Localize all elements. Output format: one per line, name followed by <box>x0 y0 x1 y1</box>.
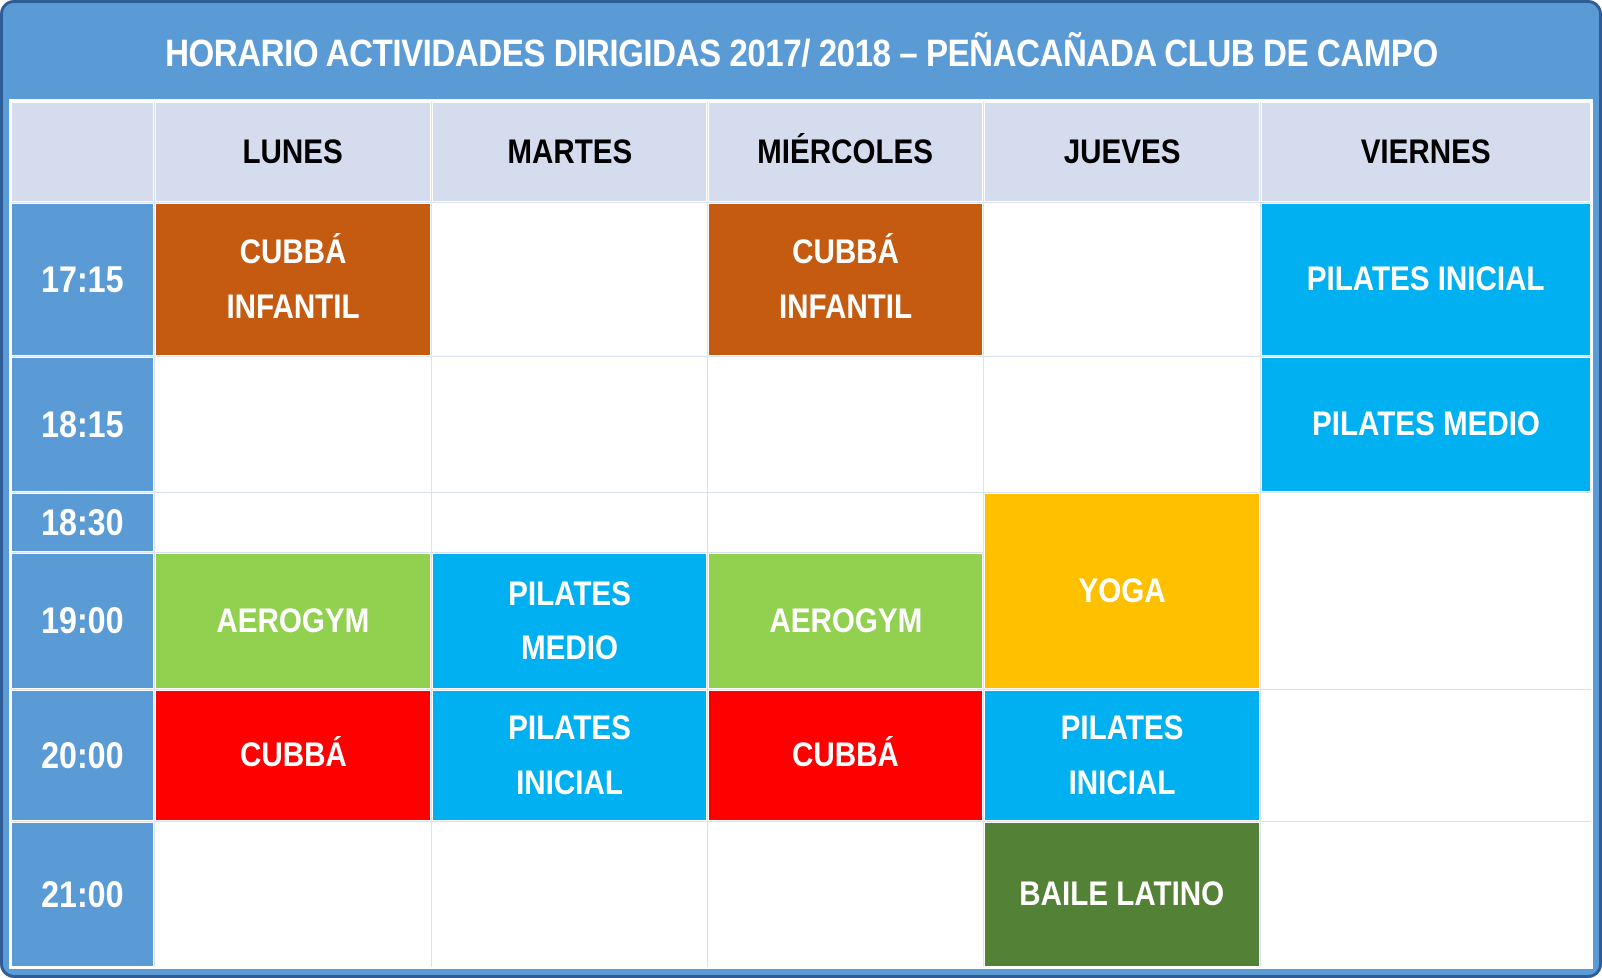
time-label: 18:15 <box>41 403 124 445</box>
activity-pilates-medio-martes: PILATES MEDIO <box>432 553 707 689</box>
empty-cell <box>984 203 1260 356</box>
time-label: 20:00 <box>41 734 124 776</box>
activity-label: PILATES INICIAL <box>1060 709 1184 802</box>
activity-aerogym-miercoles: AEROGYM <box>708 553 983 689</box>
activity-label: BAILE LATINO <box>1019 875 1225 914</box>
empty-cell <box>432 493 707 552</box>
page-title: HORARIO ACTIVIDADES DIRIGIDAS 2017/ 2018… <box>164 32 1438 75</box>
header-lunes: LUNES <box>155 102 431 202</box>
empty-cell <box>708 493 983 552</box>
activity-pilates-inicial-viernes: PILATES INICIAL <box>1261 203 1591 356</box>
activity-label: CUBBÁ <box>792 736 899 775</box>
activity-label: AEROGYM <box>769 601 922 640</box>
activity-cubba-lunes: CUBBÁ <box>155 690 431 821</box>
time-1715: 17:15 <box>11 203 154 356</box>
empty-cell <box>1261 822 1591 967</box>
time-2100: 21:00 <box>11 822 154 967</box>
day-label: LUNES <box>242 132 344 171</box>
empty-cell <box>432 357 707 492</box>
activity-yoga-jueves: YOGA <box>984 493 1260 689</box>
time-1830: 18:30 <box>11 493 154 552</box>
day-label: VIERNES <box>1361 132 1491 171</box>
header-martes: MARTES <box>432 102 707 202</box>
activity-label: PILATES MEDIO <box>508 574 631 667</box>
activity-cubba-infantil-lunes: CUBBÁ INFANTIL <box>155 203 431 356</box>
empty-cell <box>984 357 1260 492</box>
activity-pilates-inicial-jueves: PILATES INICIAL <box>984 690 1260 821</box>
time-1815: 18:15 <box>11 357 154 492</box>
activity-label: PILATES INICIAL <box>508 709 631 802</box>
empty-cell <box>155 357 431 492</box>
time-label: 18:30 <box>41 501 124 543</box>
empty-cell <box>432 822 707 967</box>
activity-pilates-medio-viernes: PILATES MEDIO <box>1261 357 1591 492</box>
title-band: HORARIO ACTIVIDADES DIRIGIDAS 2017/ 2018… <box>9 9 1593 99</box>
activity-cubba-infantil-miercoles: CUBBÁ INFANTIL <box>708 203 983 356</box>
schedule-grid-wrap: LUNES MARTES MIÉRCOLES JUEVES VIERNES 17… <box>9 99 1593 969</box>
schedule-grid: LUNES MARTES MIÉRCOLES JUEVES VIERNES 17… <box>11 102 1591 967</box>
activity-label: CUBBÁ INFANTIL <box>778 233 913 326</box>
empty-cell <box>708 822 983 967</box>
day-label: JUEVES <box>1063 132 1181 171</box>
activity-label: AEROGYM <box>216 601 370 640</box>
header-miercoles: MIÉRCOLES <box>708 102 983 202</box>
activity-baile-latino-jueves: BAILE LATINO <box>984 822 1260 967</box>
time-label: 19:00 <box>41 600 124 641</box>
header-jueves: JUEVES <box>984 102 1260 202</box>
activity-pilates-inicial-martes: PILATES INICIAL <box>432 690 707 821</box>
empty-cell <box>432 203 707 356</box>
empty-cell <box>1261 493 1591 689</box>
activity-cubba-miercoles: CUBBÁ <box>708 690 983 821</box>
empty-cell <box>708 357 983 492</box>
time-label: 17:15 <box>41 258 124 300</box>
empty-cell <box>1261 690 1591 821</box>
time-2000: 20:00 <box>11 690 154 821</box>
header-corner-cell <box>11 102 154 202</box>
activity-label: CUBBÁ INFANTIL <box>226 233 360 326</box>
activity-label: PILATES INICIAL <box>1307 260 1545 299</box>
day-label: MARTES <box>507 132 632 171</box>
time-1900: 19:00 <box>11 553 154 689</box>
empty-cell <box>155 493 431 552</box>
activity-label: CUBBÁ <box>239 736 347 775</box>
activity-label: YOGA <box>1078 571 1166 610</box>
time-label: 21:00 <box>41 873 124 915</box>
activity-label: PILATES MEDIO <box>1312 405 1540 444</box>
empty-cell <box>155 822 431 967</box>
day-label: MIÉRCOLES <box>757 132 934 171</box>
activity-aerogym-lunes: AEROGYM <box>155 553 431 689</box>
header-viernes: VIERNES <box>1261 102 1591 202</box>
